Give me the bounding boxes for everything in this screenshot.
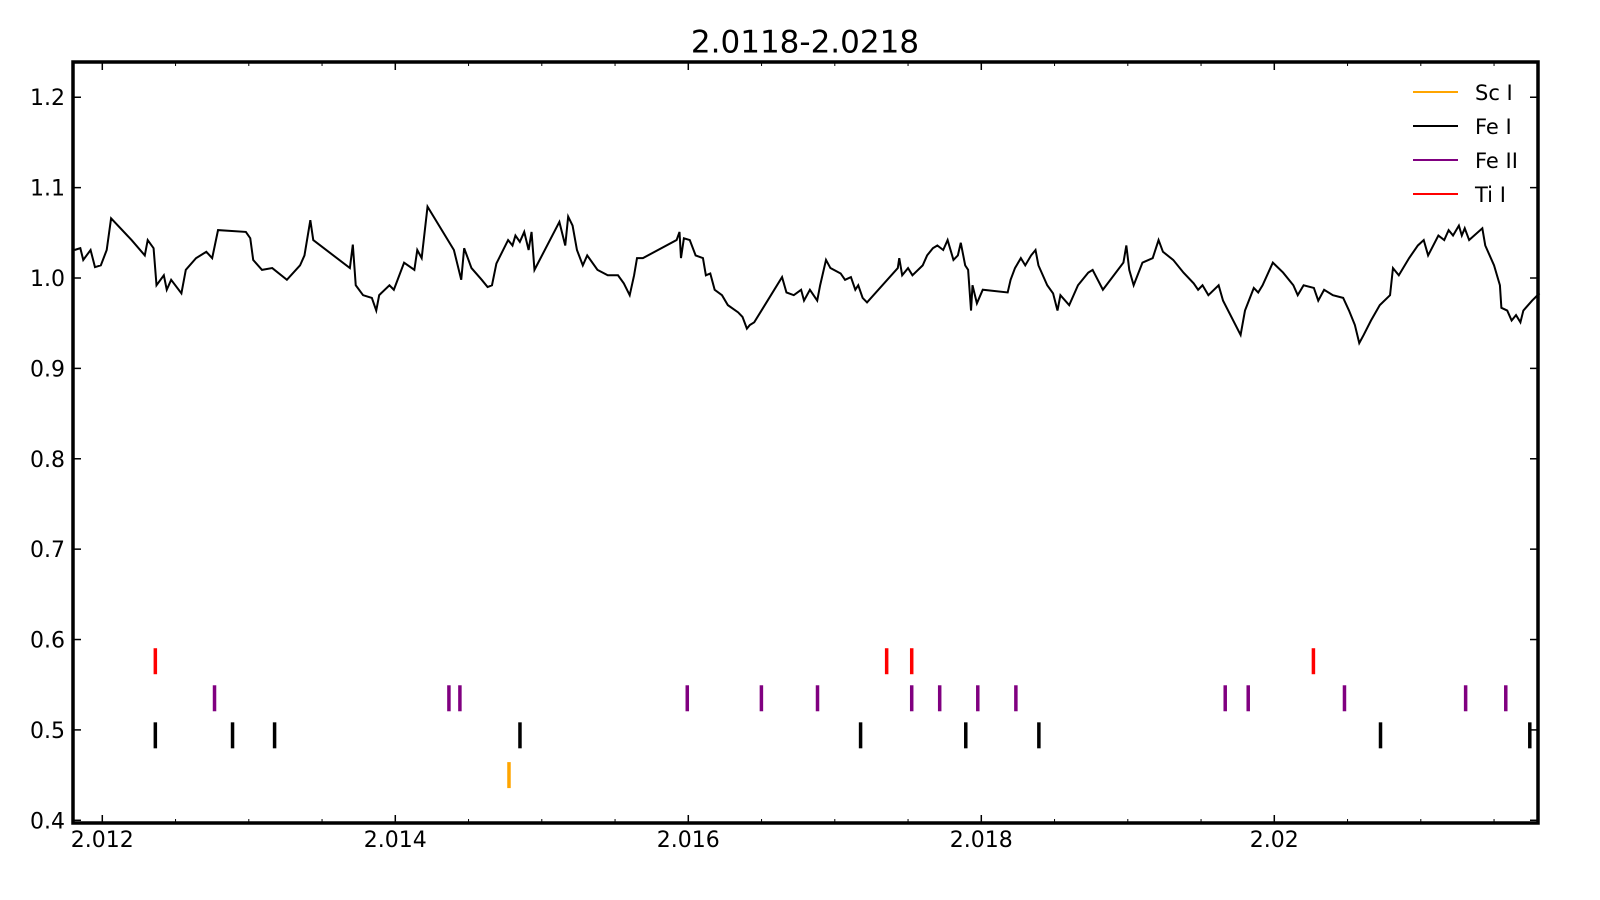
legend-label: Fe I	[1475, 115, 1512, 139]
chart-title: 2.0118-2.0218	[691, 25, 919, 61]
y-tick-label: 0.9	[30, 357, 65, 382]
x-tick-label: 2.014	[364, 828, 427, 853]
x-tick-label: 2.018	[950, 828, 1013, 853]
legend-label: Sc I	[1475, 81, 1513, 105]
y-tick-label: 0.8	[30, 448, 65, 473]
x-tick-label: 2.02	[1250, 828, 1299, 853]
plot-frame	[71, 60, 1540, 825]
y-tick-label: 1.0	[30, 267, 65, 292]
legend-label: Ti I	[1474, 183, 1506, 207]
x-tick-label: 2.012	[71, 828, 134, 853]
legend-label: Fe II	[1475, 149, 1518, 173]
y-tick-label: 0.6	[30, 629, 65, 654]
spectrum-line	[74, 203, 1541, 346]
y-tick-label: 0.7	[30, 538, 65, 563]
y-tick-label: 1.1	[30, 177, 65, 202]
y-tick-label: 1.2	[30, 86, 65, 111]
y-tick-label: 0.5	[30, 719, 65, 744]
y-tick-label: 0.4	[30, 809, 65, 834]
x-tick-label: 2.016	[657, 828, 720, 853]
